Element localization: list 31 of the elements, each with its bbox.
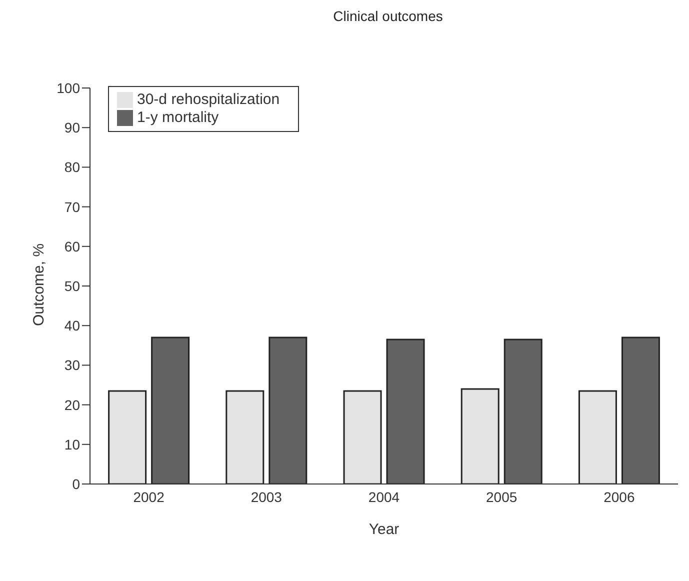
y-axis-title: Outcome, % <box>30 243 48 326</box>
x-tick-label: 2003 <box>250 488 282 505</box>
x-tick-label: 2005 <box>486 488 518 505</box>
y-tick-label: 40 <box>64 318 80 334</box>
bar <box>268 336 308 484</box>
chart-title: Clinical outcomes <box>332 8 444 24</box>
y-tick-label: 20 <box>64 396 80 413</box>
x-axis-title: Year <box>368 521 400 538</box>
x-tick-label: 2004 <box>368 488 400 505</box>
bar <box>226 390 264 484</box>
y-tick-label: 30 <box>64 357 80 374</box>
legend-label: 1-y mortality <box>137 109 219 126</box>
bar <box>108 390 147 484</box>
bar <box>151 336 190 484</box>
y-tick-label: 80 <box>64 159 80 176</box>
bar <box>386 338 425 484</box>
x-tick-label: 2002 <box>133 488 165 505</box>
y-tick-label: 10 <box>64 436 80 452</box>
x-tick-label: 2006 <box>604 488 635 505</box>
y-tick-label: 0 <box>72 476 80 492</box>
bar <box>504 338 542 484</box>
y-tick-label: 60 <box>64 238 80 254</box>
bar <box>578 390 617 484</box>
bar <box>343 390 382 484</box>
y-tick-label: 70 <box>64 198 80 215</box>
y-tick-label: 90 <box>64 120 80 136</box>
y-tick-label: 50 <box>64 278 80 294</box>
bar <box>621 336 660 484</box>
bar <box>460 388 500 484</box>
legend-label: 30-d rehospitalization <box>137 91 280 108</box>
y-tick-label: 100 <box>56 80 80 96</box>
